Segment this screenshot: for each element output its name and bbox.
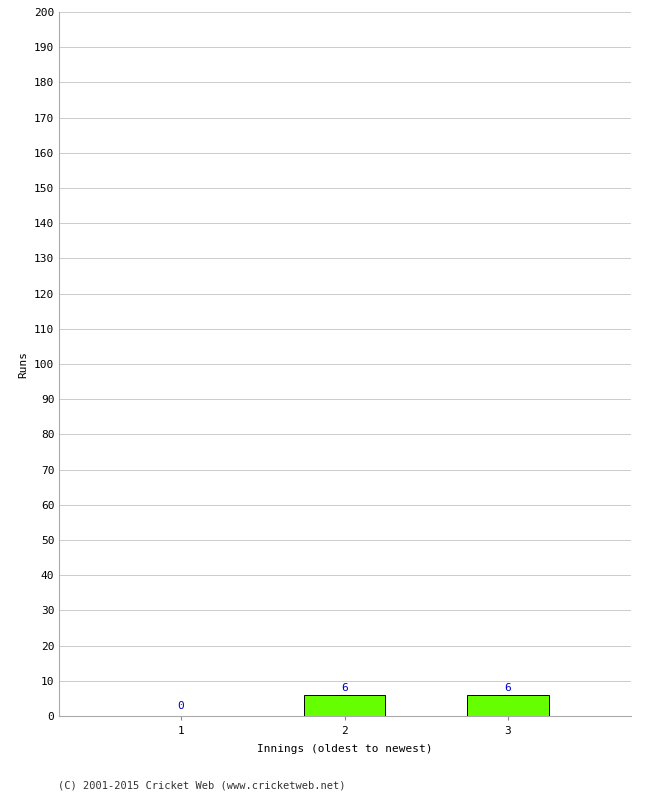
Y-axis label: Runs: Runs: [19, 350, 29, 378]
X-axis label: Innings (oldest to newest): Innings (oldest to newest): [257, 744, 432, 754]
Text: 6: 6: [341, 683, 348, 693]
Bar: [467, 695, 549, 716]
Text: (C) 2001-2015 Cricket Web (www.cricketweb.net): (C) 2001-2015 Cricket Web (www.cricketwe…: [58, 781, 346, 790]
Text: 0: 0: [177, 701, 185, 710]
Bar: [304, 695, 385, 716]
Text: 6: 6: [504, 683, 512, 693]
